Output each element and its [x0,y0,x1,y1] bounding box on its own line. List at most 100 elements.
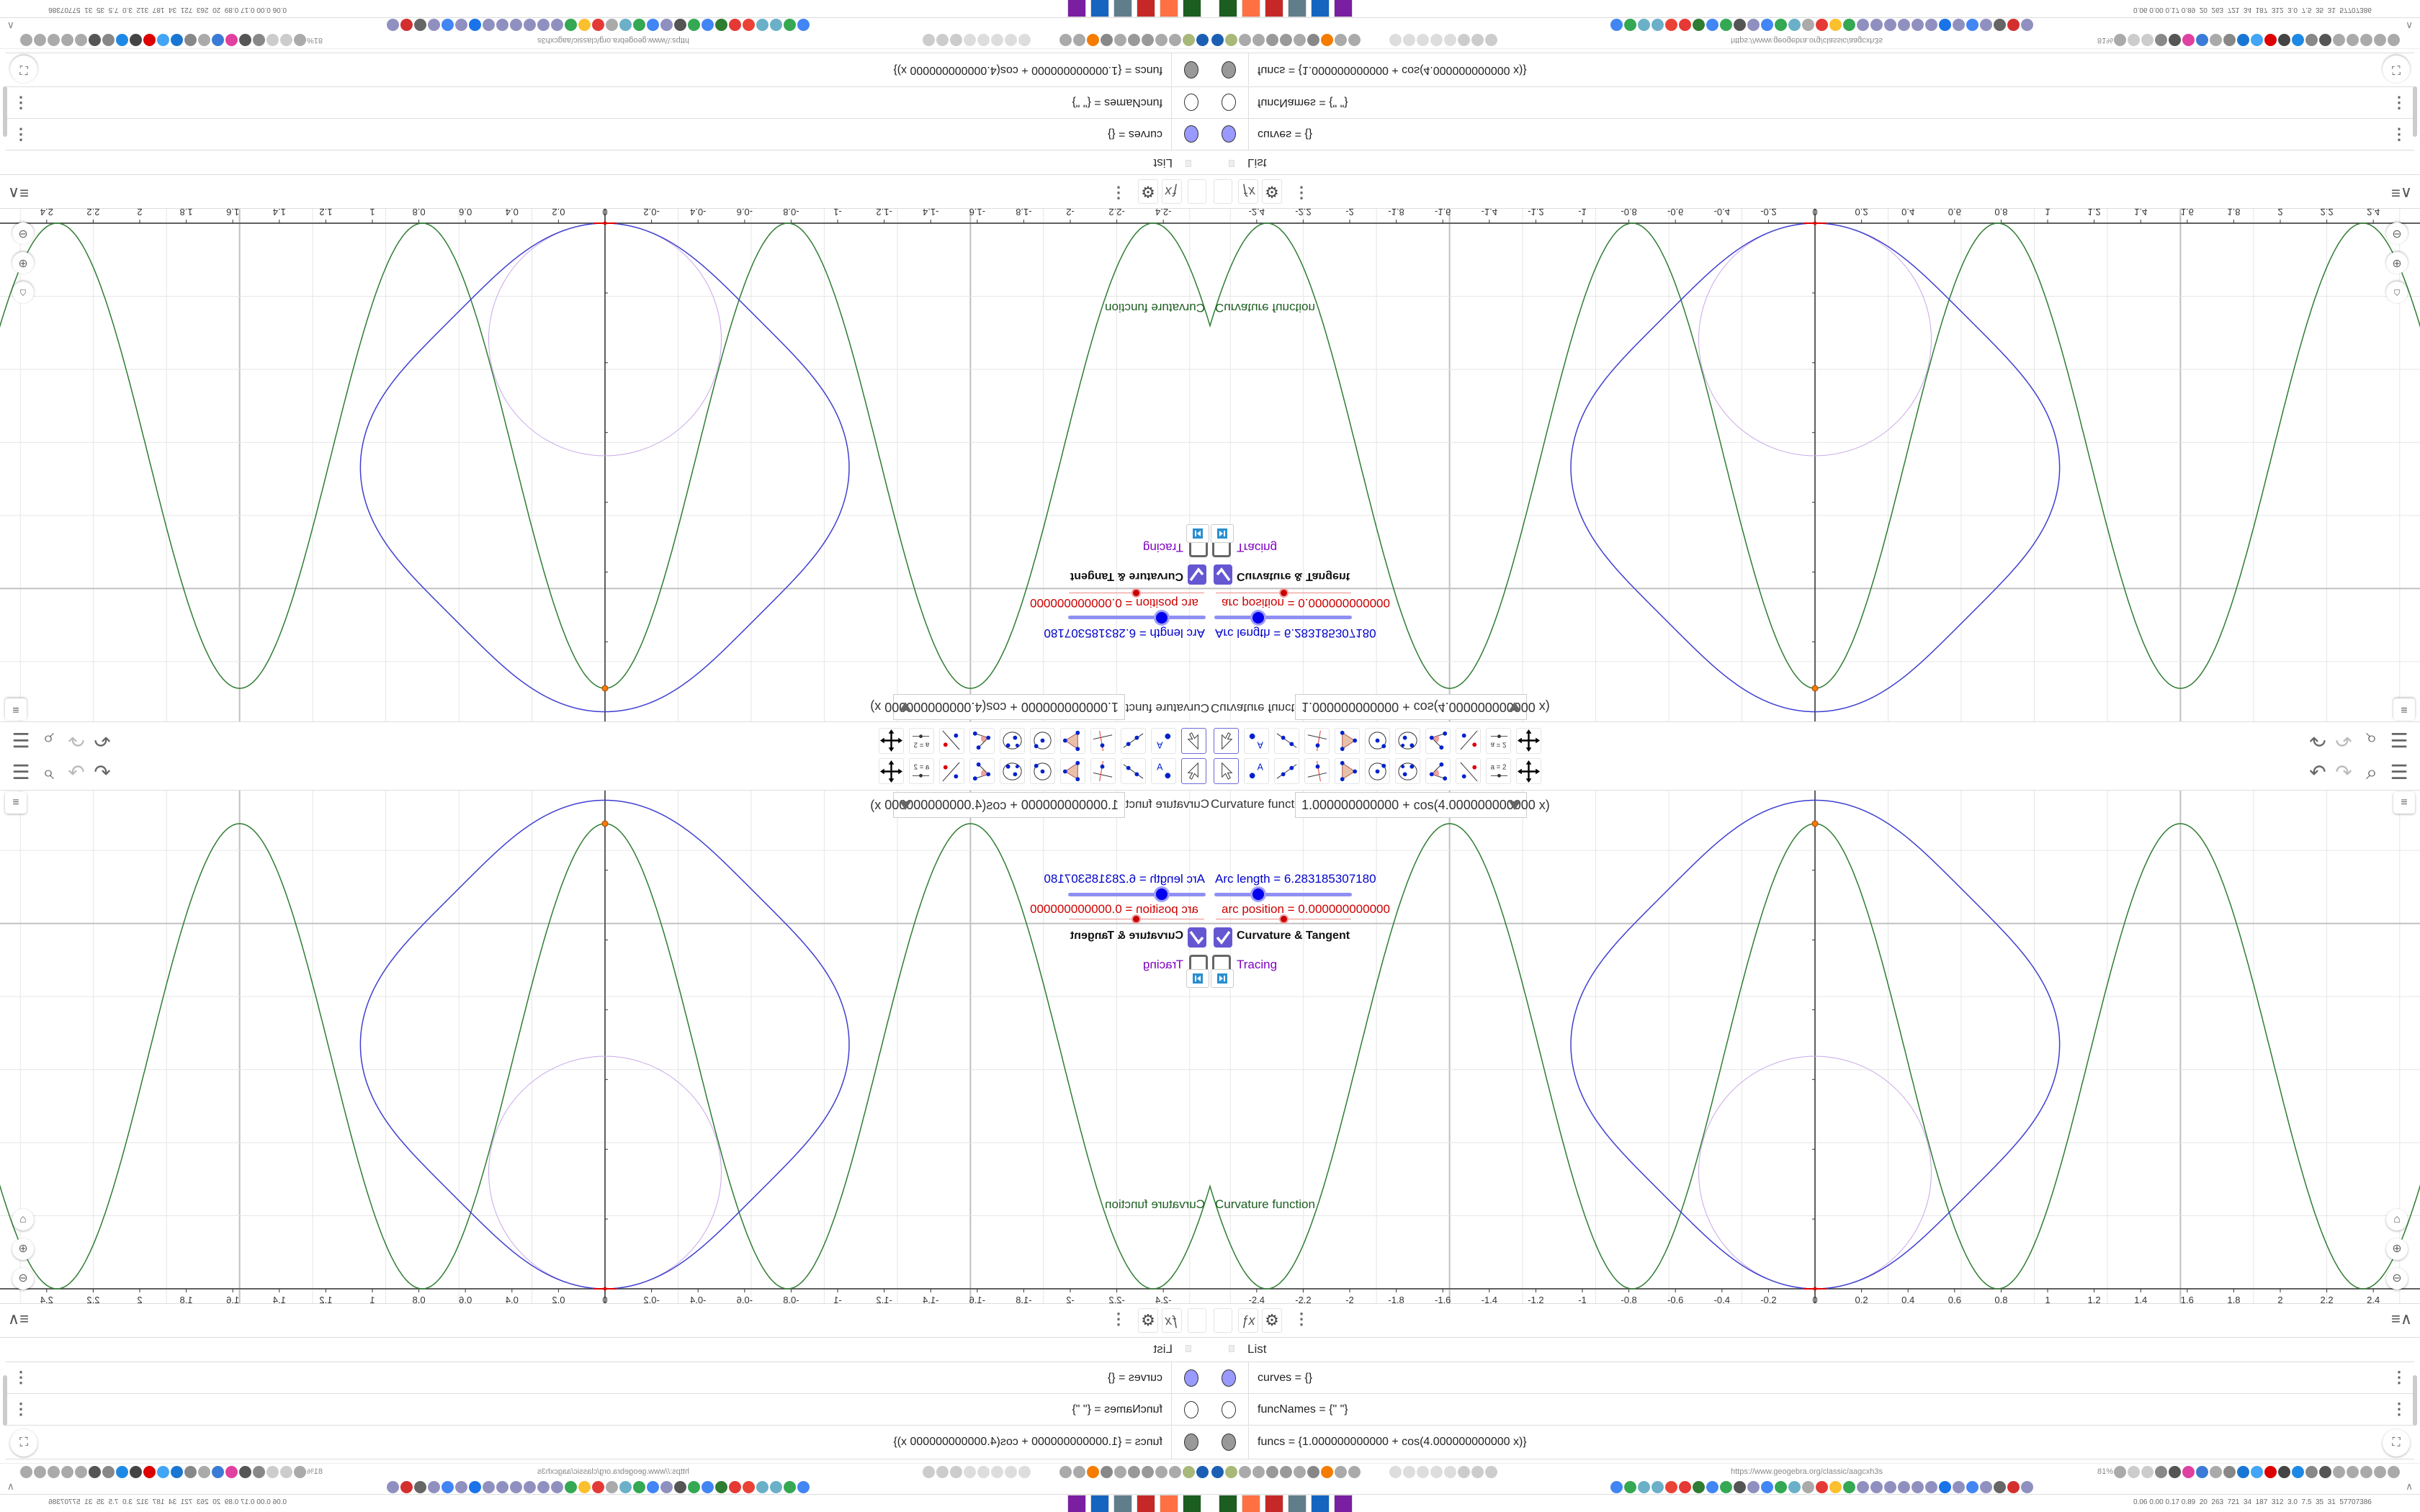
extension-icon[interactable] [606,1481,618,1494]
extension-icon[interactable] [483,1481,495,1494]
extension-icon[interactable] [702,1481,714,1494]
menu-icon[interactable]: ☰ [2390,729,2408,751]
extension-icon[interactable] [428,18,440,31]
extension-icon[interactable] [1018,33,1031,46]
extension-icon[interactable] [1925,1481,1937,1494]
line-tool[interactable] [1121,758,1146,784]
extension-icon[interactable] [1211,1466,1224,1479]
extension-icon[interactable] [2251,33,2263,46]
extension-icon[interactable] [442,1481,454,1494]
extension-icon[interactable] [1953,1481,1965,1494]
extension-icon[interactable] [1335,33,1347,46]
ellipse-tool[interactable] [1000,728,1025,754]
extension-icon[interactable] [1884,1481,1896,1494]
algebra-row-text[interactable]: funcNames = {" "} [1258,1403,1348,1416]
extension-icon[interactable] [400,18,413,31]
slider-tool[interactable]: a = 2 [909,758,934,784]
extension-icon[interactable] [950,33,962,46]
visibility-toggle[interactable] [1222,1401,1236,1418]
extension-icon[interactable] [225,1466,238,1479]
algebra-row[interactable]: funcNames = {" "} ⋮ [6,86,1210,118]
taskbar-app-icon[interactable] [1219,1495,1237,1512]
scrollbar[interactable] [3,1375,7,1426]
arc-position-slider-thumb[interactable] [1281,590,1287,596]
extension-icon[interactable] [1624,1481,1636,1494]
zoom-out-icon[interactable]: ⊖ [12,1268,34,1290]
extension-icon[interactable] [2128,33,2140,46]
slider-tool[interactable]: a = 2 [1486,728,1511,754]
polygon-tool[interactable] [1335,758,1360,784]
chevron-up-icon[interactable]: ∧ [2406,1480,2414,1492]
extension-icon[interactable] [1939,1481,1951,1494]
extension-icon[interactable] [1225,33,1237,46]
reflect-tool[interactable] [939,728,964,754]
extension-icon[interactable] [2333,33,2345,46]
extension-icon[interactable] [1239,1466,1251,1479]
graphics-view[interactable]: -2.4 -2.2 -2 -1.8 -1.6 -1.4 -1.2 -1 -0.8 -0.6 -0.4… [1210,777,2420,1362]
more-options-icon[interactable]: ⋮ [1111,1310,1126,1328]
extension-icon[interactable] [2210,33,2222,46]
redo-icon[interactable]: ↷ [68,761,85,783]
graph-toggle-icon[interactable]: ≡∧ [2391,1310,2412,1328]
extension-icon[interactable] [510,18,522,31]
extension-icon[interactable] [1430,33,1443,46]
collapse-icon[interactable] [1229,160,1234,167]
extension-icon[interactable] [1802,18,1814,31]
extension-icon[interactable] [537,1481,550,1494]
extension-icon[interactable] [1925,18,1937,31]
redo-icon[interactable]: ↷ [2335,729,2352,751]
extension-icon[interactable] [2388,1466,2400,1479]
dropdown-arrow-icon[interactable] [900,801,911,810]
extension-icon[interactable] [606,18,618,31]
extension-icon[interactable] [2114,1466,2126,1479]
extension-icon[interactable] [116,33,128,46]
extension-icon[interactable] [578,1481,591,1494]
algebra-row[interactable]: funcNames = {" "} ⋮ [6,1394,1210,1426]
graphics-style-bar-button[interactable]: ≡ [2393,698,2415,720]
search-icon[interactable]: ⌕ [2366,729,2378,751]
extension-icon[interactable] [1252,33,1265,46]
algebra-row[interactable]: curves = {} ⋮ [6,118,1210,150]
extension-icon[interactable] [936,33,949,46]
extension-icon[interactable] [130,33,142,46]
extension-icon[interactable] [1266,33,1278,46]
extension-icon[interactable] [1734,18,1746,31]
extension-icon[interactable] [1046,33,1058,46]
extension-icon[interactable] [2021,18,2033,31]
zoom-in-icon[interactable]: ⊕ [2386,252,2408,274]
extension-icon[interactable] [1307,33,1319,46]
extension-icon[interactable] [1225,1466,1237,1479]
algebra-row[interactable]: curves = {} ⋮ [1210,118,2414,150]
redo-icon[interactable]: ↷ [68,729,85,751]
extension-icon[interactable] [1857,1481,1869,1494]
extension-icon[interactable] [212,33,224,46]
ellipse-tool[interactable] [1395,728,1420,754]
extension-icon[interactable] [2223,33,2236,46]
graph-canvas[interactable]: -2.4 -2.2 -2 -1.8 -1.6 -1.4 -1.2 -1 -0.8 -0.6 -0.4… [0,777,1210,1362]
extension-icon[interactable] [1912,18,1924,31]
extension-icon[interactable] [239,33,251,46]
extension-icon[interactable] [2333,1466,2345,1479]
algebra-view-toggle-button[interactable] [1188,179,1206,204]
reflect-tool[interactable] [939,758,964,784]
extension-icon[interactable] [1087,33,1099,46]
extension-icon[interactable] [1775,18,1787,31]
visibility-toggle[interactable] [1222,125,1236,143]
extension-icon[interactable] [1665,18,1677,31]
more-options-icon[interactable]: ⋮ [2391,1368,2407,1386]
arc-length-slider-thumb[interactable] [1252,612,1264,624]
visibility-toggle[interactable] [1184,125,1198,143]
extension-icon[interactable] [1087,1466,1099,1479]
extension-icon[interactable] [1624,18,1636,31]
visibility-toggle[interactable] [1184,1369,1198,1387]
visibility-toggle[interactable] [1184,1434,1198,1451]
extension-icon[interactable] [1155,33,1168,46]
extension-icon[interactable] [2169,1466,2181,1479]
line-tool[interactable] [1121,728,1146,754]
extension-icon[interactable] [1211,33,1224,46]
menu-icon[interactable]: ☰ [12,729,30,751]
extension-icon[interactable] [469,1481,481,1494]
algebra-view-toggle-button[interactable] [1188,1308,1206,1333]
extension-icon[interactable] [964,33,976,46]
extension-icon[interactable] [1362,1466,1374,1479]
